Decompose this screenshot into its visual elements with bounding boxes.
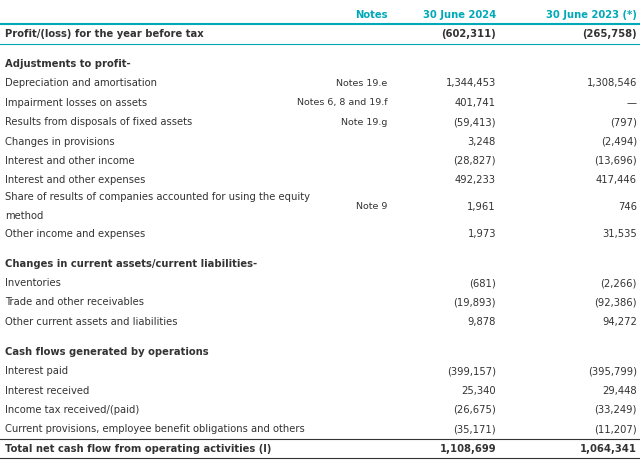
Text: Interest paid: Interest paid [5,366,68,376]
Text: (797): (797) [610,117,637,127]
Text: Inventories: Inventories [5,278,61,288]
Text: Total net cash flow from operating activities (I): Total net cash flow from operating activ… [5,444,271,454]
Text: (265,758): (265,758) [582,29,637,39]
Text: 1,308,546: 1,308,546 [586,78,637,88]
Text: 25,340: 25,340 [461,386,496,395]
Text: 29,448: 29,448 [602,386,637,395]
Text: (13,696): (13,696) [594,156,637,166]
Text: Income tax received/(paid): Income tax received/(paid) [5,405,140,415]
Text: (92,386): (92,386) [595,297,637,307]
Text: Notes 19.e: Notes 19.e [336,79,387,88]
Text: (11,207): (11,207) [594,424,637,434]
Text: Results from disposals of fixed assets: Results from disposals of fixed assets [5,117,193,127]
Text: 1,344,453: 1,344,453 [445,78,496,88]
Text: 31,535: 31,535 [602,229,637,238]
Text: 401,741: 401,741 [455,98,496,108]
Text: Cash flows generated by operations: Cash flows generated by operations [5,347,209,357]
Text: —: — [627,98,637,108]
Text: 30 June 2023 (*): 30 June 2023 (*) [546,10,637,20]
Text: 417,446: 417,446 [596,175,637,185]
Text: Changes in current assets/current liabilities-: Changes in current assets/current liabil… [5,259,257,269]
Text: (26,675): (26,675) [453,405,496,415]
Text: Share of results of companies accounted for using the equity: Share of results of companies accounted … [5,193,310,202]
Text: 1,064,341: 1,064,341 [580,444,637,454]
Text: Other income and expenses: Other income and expenses [5,229,145,238]
Text: (399,157): (399,157) [447,366,496,376]
Text: Interest received: Interest received [5,386,90,395]
Text: 3,248: 3,248 [468,137,496,147]
Text: Profit/(loss) for the year before tax: Profit/(loss) for the year before tax [5,29,204,39]
Text: (2,266): (2,266) [600,278,637,288]
Text: (602,311): (602,311) [441,29,496,39]
Text: Interest and other expenses: Interest and other expenses [5,175,145,185]
Text: (28,827): (28,827) [454,156,496,166]
Text: (395,799): (395,799) [588,366,637,376]
Text: method: method [5,212,44,221]
Text: Other current assets and liabilities: Other current assets and liabilities [5,317,178,327]
Text: (681): (681) [469,278,496,288]
Text: 30 June 2024: 30 June 2024 [423,10,496,20]
Text: 94,272: 94,272 [602,317,637,327]
Text: Current provisions, employee benefit obligations and others: Current provisions, employee benefit obl… [5,424,305,434]
Text: 492,233: 492,233 [455,175,496,185]
Text: 1,108,699: 1,108,699 [440,444,496,454]
Text: (35,171): (35,171) [453,424,496,434]
Text: 9,878: 9,878 [468,317,496,327]
Text: Notes 6, 8 and 19.f: Notes 6, 8 and 19.f [296,98,387,107]
Text: (59,413): (59,413) [454,117,496,127]
Text: Notes: Notes [355,10,387,20]
Text: (2,494): (2,494) [601,137,637,147]
Text: Depreciation and amortisation: Depreciation and amortisation [5,78,157,88]
Text: 1,973: 1,973 [467,229,496,238]
Text: Trade and other receivables: Trade and other receivables [5,297,144,307]
Text: Interest and other income: Interest and other income [5,156,135,166]
Text: 1,961: 1,961 [467,202,496,212]
Text: Adjustments to profit-: Adjustments to profit- [5,59,131,69]
Text: 746: 746 [618,202,637,212]
Text: Changes in provisions: Changes in provisions [5,137,115,147]
Text: (33,249): (33,249) [595,405,637,415]
Text: Note 19.g: Note 19.g [341,118,387,127]
Text: Impairment losses on assets: Impairment losses on assets [5,98,147,108]
Text: (19,893): (19,893) [454,297,496,307]
Text: Note 9: Note 9 [356,202,387,212]
